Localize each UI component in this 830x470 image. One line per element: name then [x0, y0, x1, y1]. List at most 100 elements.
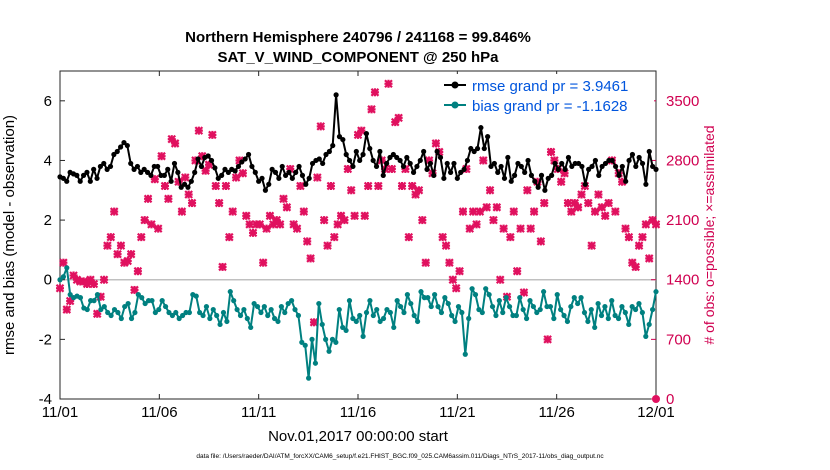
bias-point	[193, 293, 199, 299]
bias-point	[626, 321, 632, 328]
bias-point	[506, 303, 513, 310]
y-right-tick-label: 3500	[666, 93, 699, 110]
bias-point	[159, 298, 165, 304]
bias-point	[391, 324, 397, 331]
bias-point	[186, 309, 193, 316]
obs-assimilated-marker	[438, 232, 447, 242]
bias-point	[268, 306, 274, 313]
bias-point	[374, 306, 380, 313]
obs-assimilated-marker	[390, 117, 400, 127]
rmse-point	[639, 160, 646, 167]
y-right-tick-label: 2100	[666, 212, 699, 229]
rmse-point	[623, 178, 629, 184]
rmse-point	[434, 148, 440, 155]
rmse-point	[424, 166, 430, 172]
rmse-point	[256, 178, 262, 184]
obs-assimilated-marker	[451, 283, 461, 293]
rmse-point	[400, 163, 407, 170]
obs-assimilated-marker	[499, 224, 508, 233]
obs-assimilated-marker	[563, 198, 573, 208]
obs-assimilated-marker	[272, 215, 282, 225]
x-tick-label: 11/06	[141, 404, 177, 421]
rmse-point	[427, 160, 433, 167]
bias-point	[558, 306, 564, 313]
bias-point	[111, 306, 118, 313]
y-right-tick-label: 2800	[666, 152, 699, 169]
rmse-point	[84, 169, 90, 175]
obs-assimilated-marker	[509, 207, 519, 216]
legend-rmse-marker	[451, 81, 459, 89]
bias-point	[425, 295, 431, 301]
bias-point	[377, 318, 383, 325]
obs-assimilated-marker	[360, 211, 370, 221]
bias-point	[489, 303, 496, 310]
rmse-point	[306, 175, 312, 181]
bias-point	[258, 309, 264, 316]
bias-point	[217, 321, 223, 328]
y-left-tick-label: 0	[44, 272, 52, 289]
bias-point	[469, 286, 475, 292]
rmse-point	[215, 175, 221, 181]
bias-point	[418, 289, 424, 295]
rmse-point	[97, 163, 104, 170]
obs-assimilated-marker	[262, 224, 271, 233]
obs-assimilated-marker	[577, 190, 586, 199]
rmse-point	[458, 169, 464, 175]
obs-assimilated-marker	[644, 254, 654, 263]
rmse-point	[165, 166, 171, 172]
bias-point	[271, 315, 278, 322]
bias-point	[306, 375, 312, 381]
rmse-point	[575, 160, 582, 167]
bias-point	[176, 315, 182, 322]
obs-assimilated-marker	[357, 126, 366, 135]
bias-point	[629, 303, 635, 310]
rmse-point	[599, 163, 605, 170]
bias-point	[254, 303, 261, 310]
rmse-point	[80, 172, 87, 178]
bias-point	[312, 360, 319, 366]
rmse-point	[367, 145, 373, 152]
x-tick-label: 11/16	[340, 404, 376, 421]
rmse-point	[232, 168, 238, 174]
bias-point	[503, 295, 509, 301]
obs-assimilated-marker	[407, 181, 417, 191]
bias-point	[302, 342, 308, 348]
legend: rmse grand pr = 3.9461 bias grand pr = -…	[440, 74, 654, 116]
rmse-point	[195, 156, 201, 162]
bias-point	[261, 303, 267, 310]
obs-assimilated-marker	[414, 185, 424, 195]
rmse-point	[235, 163, 242, 170]
rmse-point	[535, 184, 541, 190]
obs-assimilated-marker	[343, 164, 353, 174]
rmse-point	[259, 175, 265, 181]
bias-point	[108, 312, 114, 319]
rmse-point	[320, 160, 326, 167]
rmse-point	[498, 163, 504, 170]
rmse-point	[175, 169, 181, 175]
rmse-point	[266, 181, 272, 187]
bias-point	[493, 312, 499, 319]
bias-point	[428, 303, 434, 310]
bias-point	[551, 315, 557, 322]
bias-point	[132, 309, 138, 316]
rmse-point	[208, 157, 215, 164]
rmse-point	[192, 169, 198, 175]
bias-point	[60, 274, 67, 280]
y-left-tick-label: 4	[44, 152, 52, 169]
rmse-point	[60, 175, 66, 181]
rmse-point	[309, 160, 316, 167]
rmse-point	[602, 160, 609, 167]
obs-assimilated-marker	[255, 220, 265, 229]
bias-point	[639, 309, 645, 316]
obs-assimilated-marker	[624, 232, 634, 242]
x-axis-label: Nov.01,2017 00:00:00 start	[268, 428, 449, 445]
bias-point	[592, 324, 598, 331]
legend-box	[440, 74, 654, 116]
bias-point	[363, 309, 370, 316]
bias-point	[595, 300, 601, 307]
rmse-point	[404, 154, 410, 161]
rmse-point	[643, 181, 649, 187]
obs-assimilated-marker	[529, 207, 539, 216]
obs-assimilated-marker	[587, 241, 596, 250]
rmse-point	[225, 169, 231, 175]
